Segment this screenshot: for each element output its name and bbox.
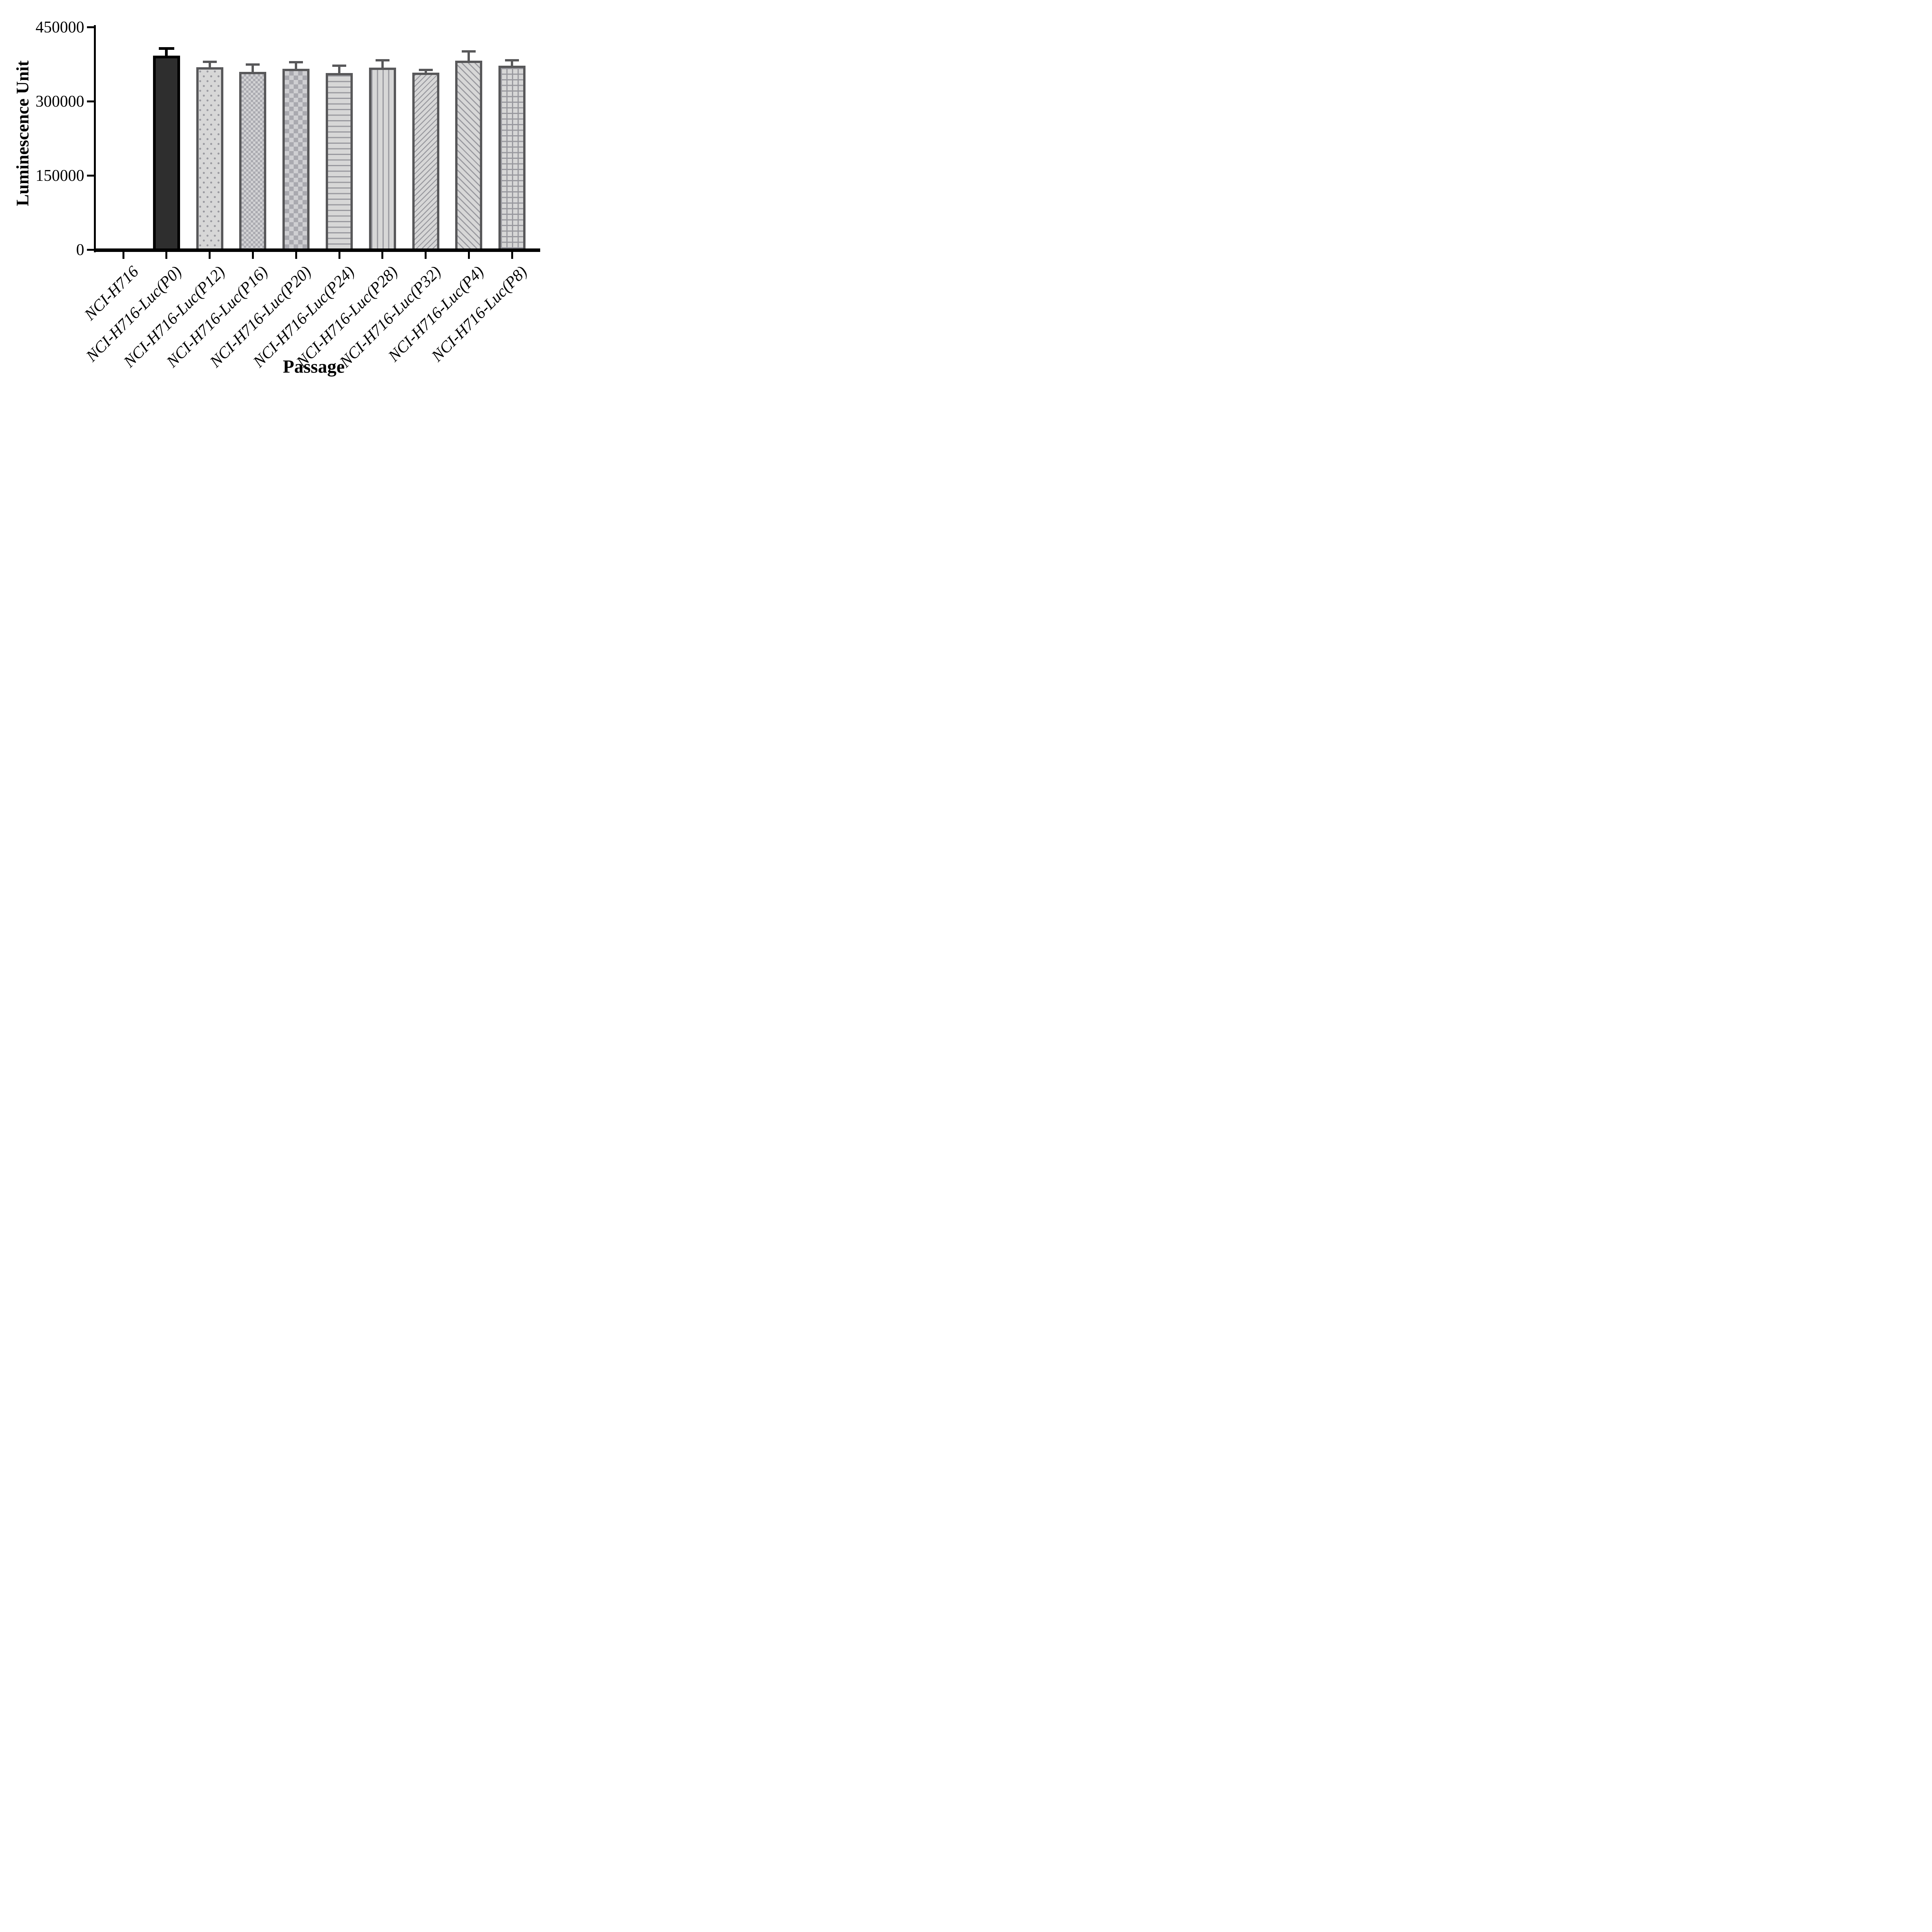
bar [282,68,310,250]
bar-chart-figure: Luminescence Unit Passage 0 150000 300000 4… [0,0,563,398]
x-axis-tick [381,252,384,259]
y-axis-tick [87,249,94,251]
bar [153,56,180,250]
x-axis-tick [122,252,124,259]
y-tick-label: 0 [76,241,84,259]
error-bar-cap [289,61,303,63]
y-axis-tick [87,26,94,28]
bar [498,65,526,250]
bar [239,72,267,250]
bar [326,73,353,250]
bar [455,61,483,250]
y-tick-label: 450000 [36,19,84,36]
error-bar-line [381,60,384,68]
x-axis-tick [295,252,297,259]
error-bar-cap [418,69,433,71]
y-axis-tick [87,100,94,102]
y-tick-label: 150000 [36,167,84,185]
x-axis-tick [165,252,168,259]
error-bar-cap [158,47,174,50]
error-bar-line [295,62,298,70]
error-bar-line [165,48,168,57]
bar [412,72,439,250]
y-axis-line [94,25,96,252]
x-axis-tick [338,252,340,259]
y-tick-label: 300000 [36,93,84,111]
error-bar-line [511,60,514,66]
x-axis-line [94,248,540,252]
error-bar-cap [462,50,476,53]
x-axis-tick [468,252,470,259]
error-bar-line [424,70,427,73]
bar [196,67,223,250]
error-bar-line [338,65,340,74]
error-bar-cap [332,64,346,67]
y-axis-tick [87,175,94,177]
error-bar-cap [505,59,519,61]
x-axis-tick [252,252,254,259]
error-bar-line [252,65,254,73]
x-axis-tick [425,252,427,259]
x-axis-tick [511,252,513,259]
bar [369,67,396,250]
x-axis-title: Passage [283,356,345,377]
error-bar-line [468,51,470,62]
error-bar-cap [375,59,389,61]
error-bar-cap [246,63,260,66]
x-axis-tick [209,252,211,259]
error-bar-cap [202,60,217,63]
error-bar-line [208,61,211,68]
